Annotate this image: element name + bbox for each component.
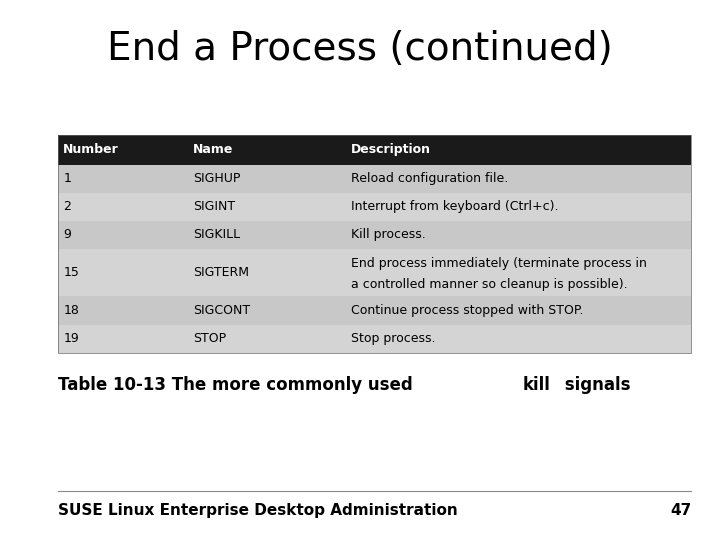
Text: 47: 47 <box>670 503 691 518</box>
Text: Kill process.: Kill process. <box>351 228 426 241</box>
Text: a controlled manner so cleanup is possible).: a controlled manner so cleanup is possib… <box>351 278 628 291</box>
Text: SIGKILL: SIGKILL <box>193 228 240 241</box>
Text: Reload configuration file.: Reload configuration file. <box>351 172 508 185</box>
Text: 19: 19 <box>63 332 79 345</box>
Text: 2: 2 <box>63 200 71 213</box>
Text: Table 10-13 The more commonly used: Table 10-13 The more commonly used <box>58 376 418 394</box>
Text: signals: signals <box>559 376 630 394</box>
Text: SIGINT: SIGINT <box>193 200 235 213</box>
Text: STOP: STOP <box>193 332 226 345</box>
Text: SIGTERM: SIGTERM <box>193 266 249 279</box>
Text: Interrupt from keyboard (Ctrl+c).: Interrupt from keyboard (Ctrl+c). <box>351 200 559 213</box>
Text: End a Process (continued): End a Process (continued) <box>107 30 613 68</box>
Text: SIGCONT: SIGCONT <box>193 304 250 317</box>
Text: Name: Name <box>193 143 233 157</box>
Text: 9: 9 <box>63 228 71 241</box>
FancyBboxPatch shape <box>58 221 691 249</box>
FancyBboxPatch shape <box>58 249 691 296</box>
FancyBboxPatch shape <box>58 296 691 325</box>
Text: 18: 18 <box>63 304 79 317</box>
Text: 1: 1 <box>63 172 71 185</box>
FancyBboxPatch shape <box>58 135 691 165</box>
FancyBboxPatch shape <box>58 193 691 221</box>
Text: Description: Description <box>351 143 431 157</box>
Text: Number: Number <box>63 143 119 157</box>
Text: SIGHUP: SIGHUP <box>193 172 240 185</box>
Text: Continue process stopped with STOP.: Continue process stopped with STOP. <box>351 304 584 317</box>
FancyBboxPatch shape <box>58 165 691 193</box>
Text: SUSE Linux Enterprise Desktop Administration: SUSE Linux Enterprise Desktop Administra… <box>58 503 457 518</box>
Text: Stop process.: Stop process. <box>351 332 436 345</box>
Text: kill: kill <box>523 376 551 394</box>
FancyBboxPatch shape <box>58 325 691 353</box>
Text: 15: 15 <box>63 266 79 279</box>
Text: End process immediately (terminate process in: End process immediately (terminate proce… <box>351 257 647 270</box>
